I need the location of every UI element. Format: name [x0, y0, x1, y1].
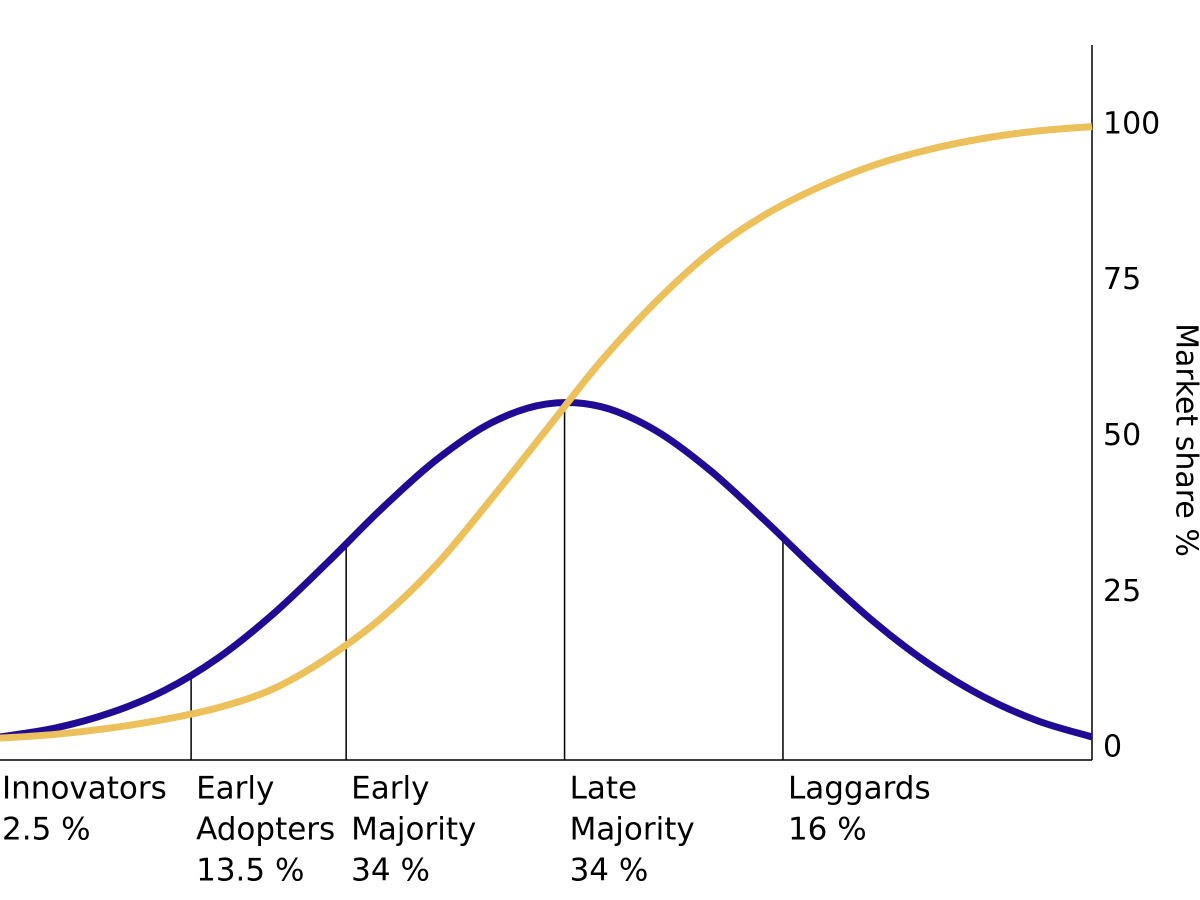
segment-name: Early [196, 771, 274, 807]
segment-share: 13.5 % [196, 853, 304, 889]
segment-share: 2.5 % [2, 812, 91, 848]
y-tick-label: 0 [1103, 730, 1122, 765]
segment-name: Majority [570, 812, 695, 848]
series-line [0, 399, 1093, 741]
y-tick-label: 50 [1103, 418, 1141, 453]
y-tick-label: 100 [1103, 106, 1160, 141]
segment-share: 34 % [570, 853, 649, 889]
segment-name: Innovators [2, 771, 167, 807]
segment-name: Majority [351, 812, 476, 848]
segment-share: 16 % [788, 812, 867, 848]
segment-name: Early [351, 771, 429, 807]
y-axis-label: Market share % [1169, 323, 1200, 557]
segment-name: Adopters [196, 812, 335, 848]
segment-share: 34 % [351, 853, 430, 889]
y-tick-label: 75 [1103, 262, 1141, 297]
segment-name: Late [570, 771, 638, 807]
segment-name: Laggards [788, 771, 931, 807]
series-line [0, 123, 1093, 742]
y-tick-label: 25 [1103, 574, 1141, 609]
